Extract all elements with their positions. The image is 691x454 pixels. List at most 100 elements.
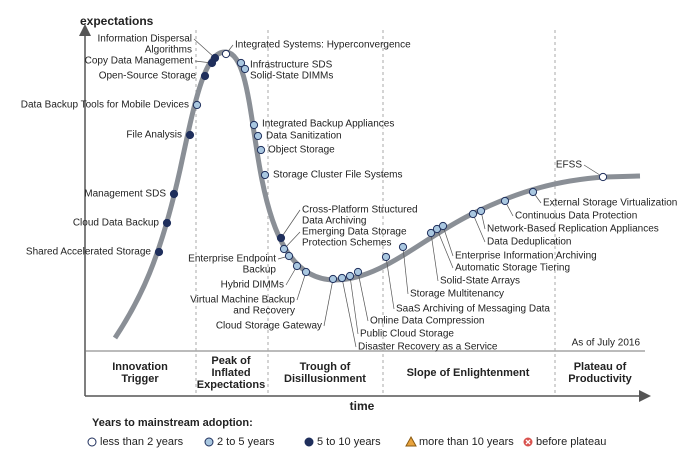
leader-line bbox=[442, 225, 454, 257]
technology-label: Enterprise Endpoint bbox=[188, 254, 276, 265]
technology-label: and Recovery bbox=[233, 306, 295, 317]
technology-dot bbox=[240, 64, 250, 74]
leader-line bbox=[385, 256, 395, 310]
technology-dot bbox=[284, 251, 294, 261]
technology-label: Emerging Data Storage bbox=[302, 227, 407, 238]
technology-label: Data Archiving bbox=[302, 216, 366, 227]
technology-label: Backup bbox=[243, 265, 277, 276]
technology-dot bbox=[292, 261, 302, 271]
leader-line bbox=[430, 232, 439, 282]
technology-dot bbox=[192, 100, 202, 110]
technology-label: Data Sanitization bbox=[266, 131, 342, 142]
technology-dot bbox=[500, 196, 510, 206]
legend-label: 5 to 10 years bbox=[317, 436, 381, 448]
legend-label: more than 10 years bbox=[419, 436, 514, 448]
technology-label: Open-Source Storage bbox=[99, 71, 197, 82]
technology-label: Integrated Backup Appliances bbox=[262, 119, 394, 130]
phase-label: Innovation bbox=[112, 361, 168, 373]
technology-label: External Storage Virtualization bbox=[543, 198, 677, 209]
technology-dot bbox=[426, 228, 436, 238]
technology-label: Solid-State DIMMs bbox=[250, 71, 333, 82]
technology-dot bbox=[398, 242, 408, 252]
technology-label: Online Data Compression bbox=[370, 316, 485, 327]
phase-label: Productivity bbox=[568, 373, 632, 385]
technology-label: Enterprise Information Archiving bbox=[455, 251, 597, 262]
technology-dot bbox=[476, 206, 486, 216]
technology-dot bbox=[249, 120, 259, 130]
phase-label: Plateau of bbox=[574, 361, 627, 373]
leader-line bbox=[357, 271, 369, 322]
technology-label: Copy Data Management bbox=[85, 56, 194, 67]
technology-dot bbox=[162, 218, 172, 228]
technology-label: Data Deduplication bbox=[487, 237, 572, 248]
legend-cross bbox=[525, 439, 531, 445]
technology-dot bbox=[200, 71, 210, 81]
technology-dot bbox=[276, 233, 286, 243]
legend-symbol bbox=[204, 437, 214, 447]
legend-symbol bbox=[405, 435, 417, 447]
technology-label: Continuous Data Protection bbox=[515, 211, 637, 222]
technology-label: Infrastructure SDS bbox=[250, 60, 333, 71]
technology-dot bbox=[353, 267, 363, 277]
legend-symbol bbox=[87, 437, 97, 447]
technology-label: Storage Multitenancy bbox=[410, 289, 504, 300]
technology-dot bbox=[185, 130, 195, 140]
phase-label: Trigger bbox=[121, 373, 159, 385]
legend-title: Years to mainstream adoption: bbox=[92, 417, 253, 429]
phase-label: Expectations bbox=[197, 379, 265, 391]
technology-label: EFSS bbox=[556, 160, 582, 171]
technology-label: Storage Cluster File Systems bbox=[273, 170, 403, 181]
technology-dot bbox=[345, 271, 355, 281]
phase-label: Inflated bbox=[211, 367, 250, 379]
technology-label: Information Dispersal bbox=[98, 34, 192, 45]
technology-label: Management SDS bbox=[84, 189, 166, 200]
leader-line bbox=[436, 228, 454, 269]
technology-dot bbox=[169, 189, 179, 199]
x-axis-label: time bbox=[350, 399, 375, 413]
technology-dot bbox=[328, 274, 338, 284]
leader-line bbox=[323, 278, 334, 327]
technology-label: SaaS Archiving of Messaging Data bbox=[396, 304, 550, 315]
technology-label: File Analysis bbox=[126, 130, 182, 141]
technology-dot bbox=[301, 267, 311, 277]
leader-line bbox=[341, 277, 357, 348]
as-of: As of July 2016 bbox=[572, 338, 641, 349]
technology-label: Protection Schemes bbox=[302, 238, 392, 249]
technology-label: Algorithms bbox=[145, 45, 192, 56]
technology-dot bbox=[438, 221, 448, 231]
technology-label: Automatic Storage Tiering bbox=[455, 263, 570, 274]
technology-dot bbox=[256, 145, 266, 155]
technology-label: Data Backup Tools for Mobile Devices bbox=[21, 100, 189, 111]
technology-label: Hybrid DIMMs bbox=[221, 280, 284, 291]
technology-dot bbox=[381, 252, 391, 262]
technology-label: Cross-Platform Structured bbox=[302, 205, 418, 216]
technology-label: Virtual Machine Backup bbox=[190, 295, 295, 306]
phase-label: Trough of bbox=[300, 361, 351, 373]
phase-label: Disillusionment bbox=[284, 373, 366, 385]
legend-label: before plateau bbox=[536, 436, 606, 448]
technology-label: Public Cloud Storage bbox=[360, 329, 454, 340]
legend-symbol bbox=[304, 437, 314, 447]
technology-dot bbox=[528, 187, 538, 197]
technology-dot bbox=[279, 244, 289, 254]
technology-label: Disaster Recovery as a Service bbox=[358, 342, 498, 353]
leader-line bbox=[280, 209, 301, 239]
leader-line bbox=[296, 271, 307, 301]
technology-label: Cloud Storage Gateway bbox=[216, 321, 322, 332]
legend-label: 2 to 5 years bbox=[217, 436, 275, 448]
technology-label: Solid-State Arrays bbox=[440, 276, 520, 287]
phase-label: Peak of bbox=[211, 355, 250, 367]
technology-dot bbox=[221, 49, 231, 59]
technology-label: Integrated Systems: Hyperconvergence bbox=[235, 40, 411, 51]
technology-label: Object Storage bbox=[268, 145, 335, 156]
technology-dot bbox=[337, 273, 347, 283]
technology-dot bbox=[236, 58, 246, 68]
technology-dot bbox=[598, 172, 608, 182]
leader-line bbox=[472, 213, 486, 243]
leader-line bbox=[402, 246, 409, 295]
phase-label: Slope of Enlightenment bbox=[407, 367, 530, 379]
leader-line bbox=[193, 38, 216, 59]
technology-dot bbox=[260, 170, 270, 180]
technology-dot bbox=[207, 58, 217, 68]
